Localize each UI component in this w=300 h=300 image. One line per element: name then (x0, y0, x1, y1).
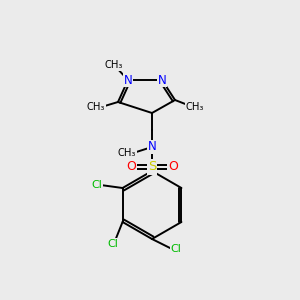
Text: CH₃: CH₃ (87, 102, 105, 112)
Text: CH₃: CH₃ (186, 102, 204, 112)
Text: O: O (168, 160, 178, 173)
Text: S: S (148, 160, 156, 173)
Text: Cl: Cl (91, 180, 102, 190)
Text: O: O (126, 160, 136, 173)
Text: CH₃: CH₃ (118, 148, 136, 158)
Text: N: N (148, 140, 156, 154)
Text: Cl: Cl (171, 244, 182, 254)
Text: N: N (124, 74, 132, 86)
Text: CH₃: CH₃ (105, 60, 123, 70)
Text: Cl: Cl (107, 239, 118, 249)
Text: N: N (158, 74, 166, 86)
